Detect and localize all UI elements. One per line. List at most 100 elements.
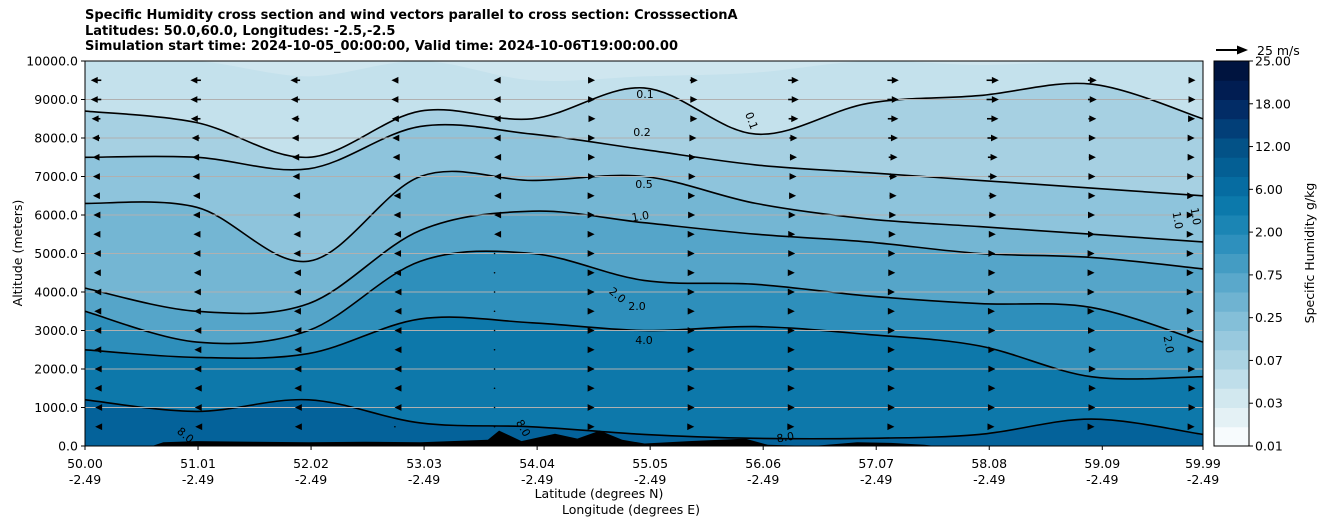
- colorbar-frame: [1213, 60, 1250, 447]
- colorbar-tick-label-8: 18.00: [1255, 96, 1291, 111]
- x-tick-label-lon-9: -2.49: [1086, 472, 1118, 487]
- colorbar-band-1: [1214, 407, 1249, 428]
- wind-vector-r4-c10: [1088, 153, 1096, 161]
- x-axis-label-longitude: Longitude (degrees E): [562, 502, 700, 517]
- wind-vector-r10-c9: [988, 269, 996, 277]
- wind-vector-r11-c4: [493, 291, 496, 293]
- wind-vector-r1-c7: [788, 96, 799, 103]
- y-tick-label-6: 6000.0: [34, 208, 78, 223]
- wind-vector-r5-c1: [192, 173, 200, 180]
- wind-vector-r17-c9: [987, 404, 995, 411]
- wind-vector-r4-c1: [192, 153, 200, 161]
- wind-vector-r16-c11: [1188, 384, 1196, 392]
- wind-vector-r1-c8: [887, 96, 899, 103]
- wind-vector-r16-c10: [1088, 384, 1096, 392]
- wind-vector-r2-c8: [887, 115, 899, 123]
- wind-vector-r2-c4: [493, 115, 501, 123]
- wind-vector-r0-c4: [493, 76, 501, 84]
- colorbar-tick-label-4: 0.75: [1255, 267, 1283, 282]
- wind-vector-r16-c3: [394, 384, 402, 392]
- wind-vector-r1-c10: [1087, 96, 1097, 103]
- wind-vector-r0-c10: [1087, 76, 1097, 84]
- colorbar-band-4: [1214, 349, 1249, 370]
- x-tick-label-lat-5: 55.05: [632, 456, 668, 471]
- wind-vector-r6-c3: [393, 192, 401, 200]
- wind-vector-r17-c10: [1088, 404, 1096, 411]
- wind-vector-r17-c3: [394, 404, 402, 411]
- wind-vector-r15-c9: [988, 365, 996, 373]
- wind-key: 25 m/s: [1216, 43, 1300, 58]
- wind-vector-r13-c6: [687, 327, 695, 334]
- wind-vector-r9-c10: [1087, 250, 1095, 257]
- title-line-2: Latitudes: 50.0,60.0, Longitudes: -2.5,-…: [85, 23, 396, 39]
- contour-label-6: 1.0: [1188, 207, 1204, 226]
- wind-vector-r15-c7: [787, 365, 795, 373]
- wind-vector-r17-c2: [294, 404, 302, 411]
- wind-vector-r0-c9: [986, 76, 999, 84]
- wind-vector-r15-c3: [394, 365, 402, 373]
- wind-vector-r9-c6: [687, 250, 695, 257]
- wind-vector-r6-c10: [1088, 192, 1096, 200]
- wind-vector-r11-c7: [787, 288, 795, 296]
- wind-vector-r3-c2: [291, 134, 299, 142]
- wind-vector-r2-c6: [690, 115, 698, 123]
- wind-vector-r13-c3: [394, 327, 402, 334]
- wind-vector-r18-c8: [887, 423, 895, 431]
- wind-vector-r10-c11: [1186, 269, 1194, 277]
- wind-vector-r11-c6: [687, 288, 695, 296]
- wind-vector-r5-c8: [889, 173, 898, 180]
- x-tick-label-lat-10: 59.99: [1185, 456, 1221, 471]
- wind-vector-r7-c7: [788, 211, 796, 219]
- wind-vector-r11-c8: [887, 288, 895, 296]
- wind-vector-r8-c11: [1186, 230, 1194, 238]
- terrain-silhouette: [152, 430, 936, 446]
- wind-vector-r5-c4: [494, 173, 502, 180]
- wind-vector-r10-c3: [394, 269, 402, 277]
- wind-vector-r9-c8: [888, 250, 896, 257]
- wind-vector-r16-c7: [787, 384, 795, 392]
- wind-vector-r3-c7: [789, 134, 798, 142]
- wind-vector-r10-c8: [888, 269, 896, 277]
- x-tick-label-lat-4: 54.04: [519, 456, 555, 471]
- colorbar-band-3: [1214, 369, 1249, 389]
- y-tick-label-8: 8000.0: [34, 131, 78, 146]
- wind-vector-r10-c4: [493, 271, 496, 274]
- wind-vector-r15-c5: [587, 365, 595, 373]
- wind-vector-r14-c11: [1187, 346, 1195, 354]
- colorbar-band-8: [1214, 272, 1249, 293]
- colorbar-tick-label-6: 6.00: [1255, 182, 1283, 197]
- wind-vector-r16-c9: [988, 384, 996, 392]
- wind-vector-r15-c10: [1088, 365, 1096, 373]
- chart-title: Specific Humidity cross section and wind…: [85, 8, 738, 55]
- wind-vector-r7-c4: [494, 211, 502, 219]
- colorbar-tick-label-2: 0.07: [1255, 353, 1283, 368]
- wind-vector-r0-c2: [290, 76, 301, 84]
- y-tick-label-9: 9000.0: [34, 92, 78, 107]
- wind-vector-r17-c4: [493, 406, 496, 409]
- wind-vector-r12-c8: [887, 307, 895, 315]
- y-tick-label-0: 0.0: [58, 439, 78, 454]
- wind-vector-r13-c4: [493, 329, 496, 332]
- wind-vector-r2-c7: [788, 115, 799, 123]
- wind-vector-r3-c3: [392, 134, 400, 142]
- wind-vector-r7-c2: [293, 211, 301, 219]
- colorbar-band-7: [1214, 292, 1249, 312]
- wind-vector-r5-c0: [92, 173, 100, 180]
- x-tick-label-lon-1: -2.49: [182, 472, 214, 487]
- colorbar-band-14: [1214, 157, 1249, 177]
- colorbar-tick-label-1: 0.03: [1255, 396, 1283, 411]
- wind-vector-r6-c7: [789, 192, 797, 200]
- wind-vector-r14-c6: [687, 346, 695, 354]
- wind-vector-r17-c5: [587, 404, 595, 411]
- wind-vector-r13-c9: [988, 327, 996, 334]
- colorbar-band-15: [1214, 138, 1249, 158]
- wind-vector-r6-c8: [889, 192, 897, 200]
- y-axis-label: Altitude (meters): [10, 200, 25, 307]
- wind-vector-r17-c8: [887, 404, 895, 411]
- wind-vector-r16-c0: [94, 384, 102, 392]
- wind-vector-r11-c9: [987, 288, 995, 296]
- colorbar-band-18: [1214, 80, 1249, 100]
- title-line-1: Specific Humidity cross section and wind…: [85, 8, 738, 23]
- contour-labels: 0.10.10.20.51.0 1.0 1.02.02.02.04.08.08.0 8…: [174, 88, 1203, 446]
